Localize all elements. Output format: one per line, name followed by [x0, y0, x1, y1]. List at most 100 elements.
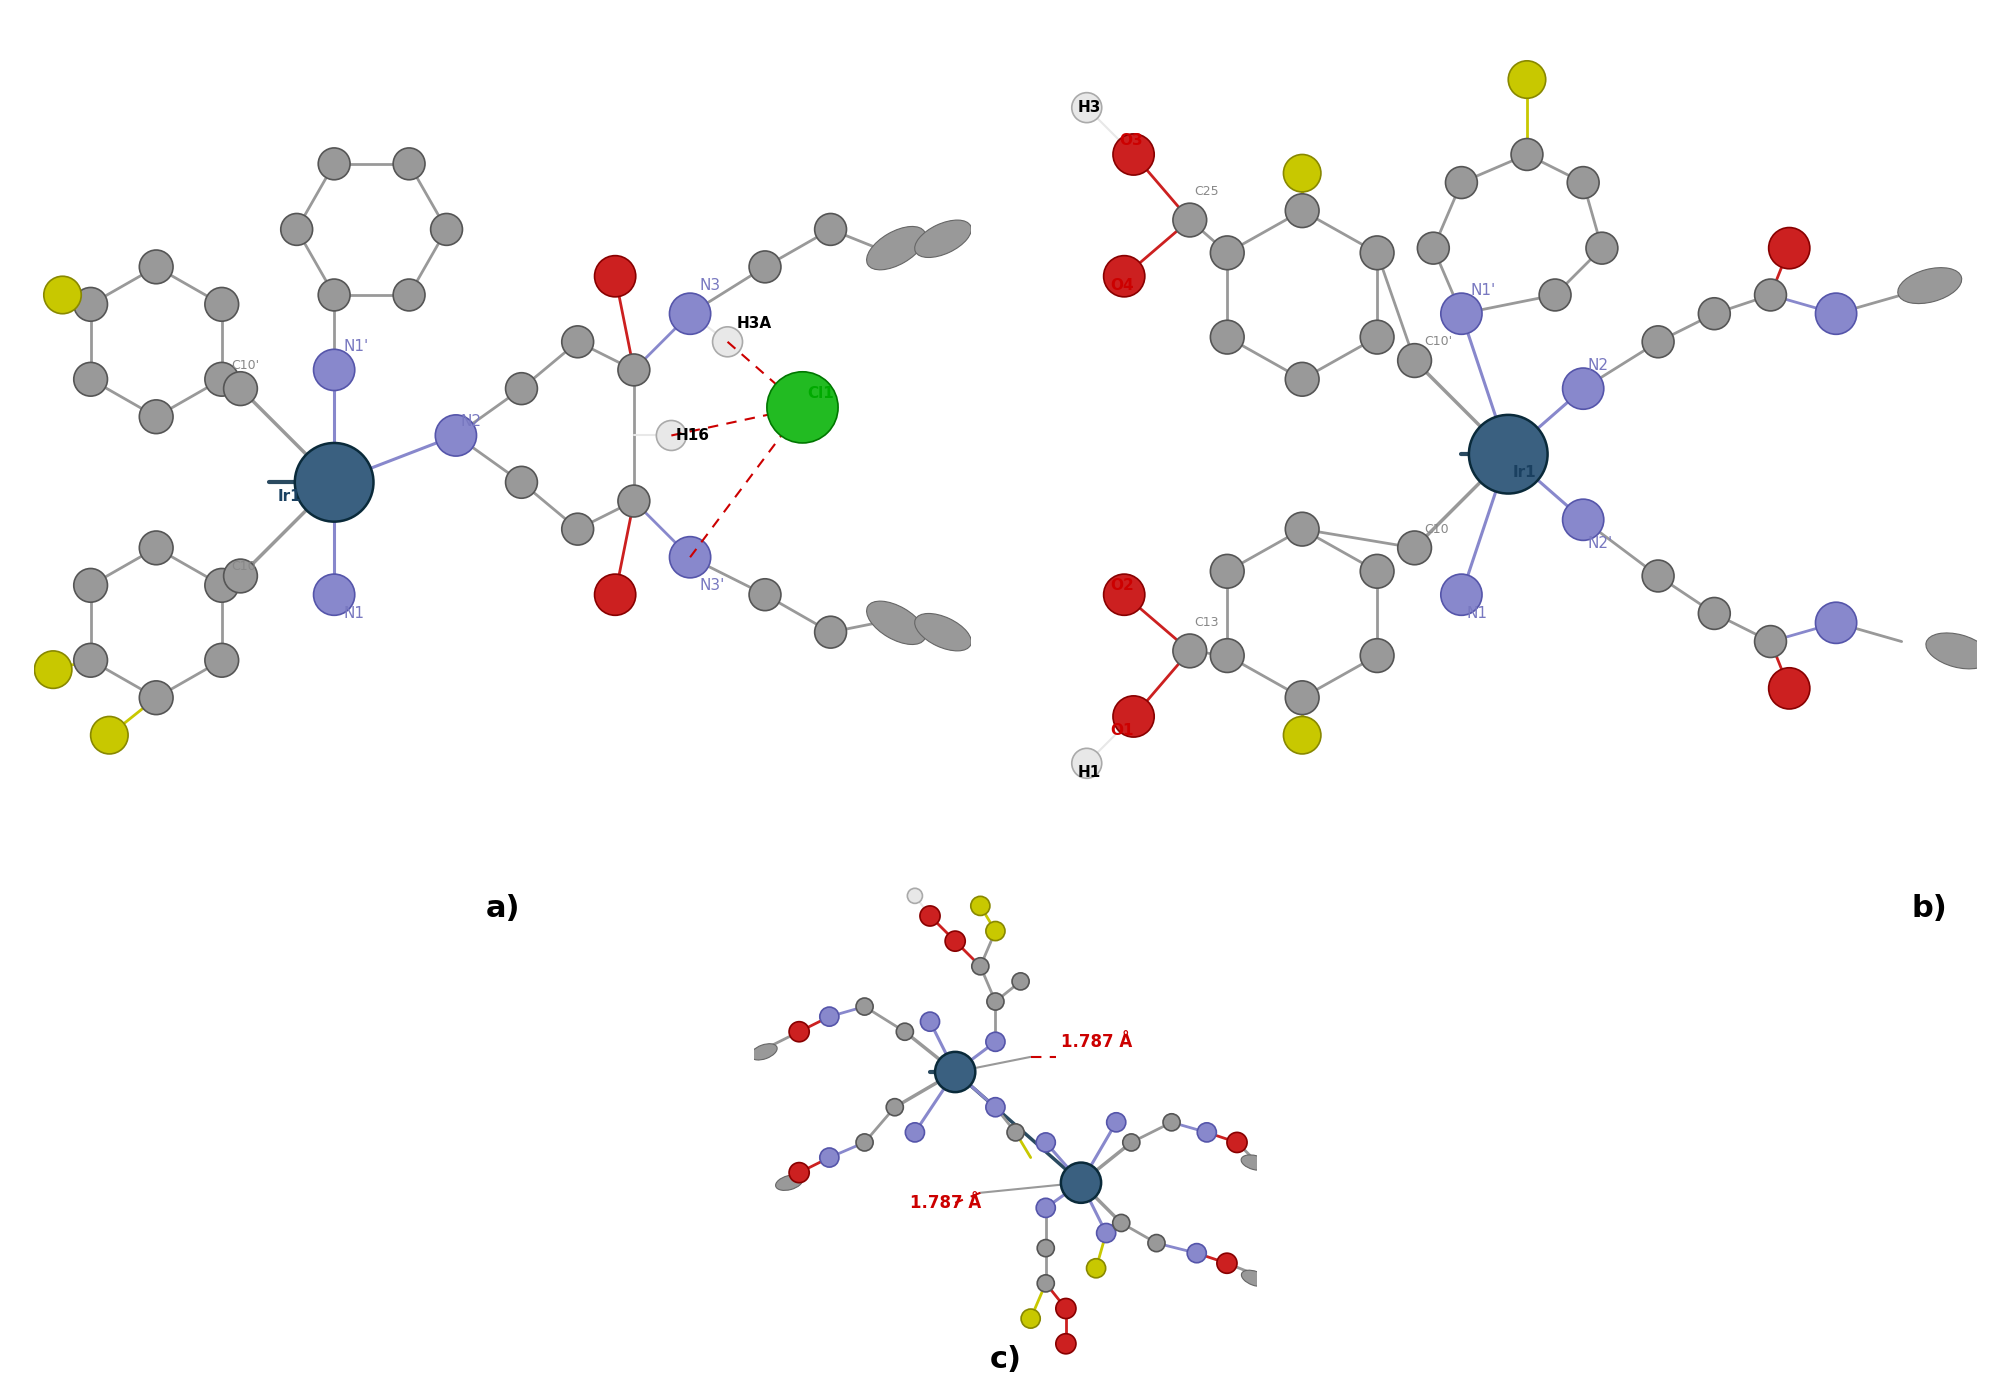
Text: C10': C10' [1424, 336, 1452, 348]
Ellipse shape [867, 601, 925, 644]
Circle shape [1283, 155, 1321, 192]
Text: N2': N2' [1589, 535, 1613, 551]
Circle shape [296, 443, 374, 521]
Text: N1: N1 [344, 605, 364, 621]
Circle shape [1162, 1114, 1180, 1131]
Circle shape [318, 148, 350, 180]
Circle shape [139, 681, 173, 714]
Text: H3: H3 [1078, 101, 1100, 115]
Text: H1: H1 [1078, 765, 1100, 780]
Circle shape [1446, 166, 1478, 199]
Ellipse shape [1241, 1271, 1267, 1286]
Circle shape [561, 513, 593, 545]
Circle shape [1285, 512, 1319, 547]
Circle shape [1211, 639, 1245, 672]
Circle shape [857, 998, 873, 1015]
Text: Ir1: Ir1 [278, 489, 302, 503]
Circle shape [1096, 1223, 1116, 1243]
Circle shape [139, 531, 173, 565]
Circle shape [1112, 134, 1154, 175]
Circle shape [1056, 1334, 1076, 1353]
Circle shape [282, 214, 312, 245]
Circle shape [820, 1148, 839, 1167]
Ellipse shape [1927, 633, 1989, 668]
Circle shape [1038, 1240, 1054, 1257]
Circle shape [987, 923, 1003, 939]
Circle shape [897, 1023, 913, 1040]
Circle shape [1217, 1253, 1237, 1274]
Circle shape [1754, 626, 1786, 657]
Circle shape [1440, 294, 1482, 334]
Circle shape [1768, 668, 1810, 709]
Circle shape [935, 1051, 975, 1092]
Circle shape [1186, 1244, 1207, 1262]
Circle shape [1056, 1299, 1076, 1318]
Text: N3': N3' [700, 577, 724, 593]
Circle shape [1285, 362, 1319, 396]
Circle shape [1699, 597, 1729, 629]
Circle shape [814, 617, 847, 649]
Circle shape [1510, 138, 1542, 171]
Circle shape [34, 651, 72, 688]
Circle shape [139, 250, 173, 284]
Text: O2: O2 [1110, 577, 1134, 593]
Circle shape [987, 993, 1003, 1011]
Circle shape [1359, 639, 1394, 672]
Circle shape [1008, 1124, 1024, 1141]
Circle shape [1086, 1258, 1106, 1278]
Circle shape [1398, 344, 1432, 377]
Circle shape [1036, 1132, 1056, 1152]
Circle shape [766, 372, 839, 443]
Circle shape [971, 896, 989, 916]
Circle shape [434, 415, 477, 456]
Circle shape [1072, 92, 1102, 123]
Circle shape [971, 958, 989, 974]
Circle shape [74, 643, 107, 677]
Circle shape [1754, 280, 1786, 310]
Circle shape [1197, 1123, 1217, 1142]
Circle shape [945, 931, 965, 951]
Circle shape [1820, 607, 1852, 639]
Circle shape [1112, 1215, 1130, 1232]
Text: O4: O4 [1110, 278, 1134, 294]
Circle shape [748, 252, 780, 282]
Circle shape [907, 888, 923, 903]
Text: C13: C13 [1195, 617, 1219, 629]
Text: N1': N1' [1470, 282, 1496, 298]
Circle shape [1468, 415, 1548, 493]
Circle shape [1567, 166, 1599, 199]
Circle shape [223, 559, 257, 593]
Circle shape [1587, 232, 1617, 264]
Circle shape [1768, 228, 1810, 268]
Circle shape [1211, 555, 1245, 589]
Circle shape [857, 1134, 873, 1151]
Circle shape [919, 906, 939, 925]
Circle shape [1643, 326, 1673, 358]
Text: O3: O3 [1120, 133, 1142, 148]
Text: b): b) [1912, 893, 1947, 923]
Circle shape [1563, 499, 1605, 541]
Circle shape [205, 362, 239, 396]
Circle shape [1283, 716, 1321, 754]
Circle shape [205, 643, 239, 677]
Circle shape [748, 579, 780, 611]
Circle shape [1359, 320, 1394, 354]
Circle shape [1148, 1234, 1164, 1251]
Circle shape [1112, 696, 1154, 737]
Circle shape [1012, 973, 1030, 990]
Circle shape [1038, 1275, 1054, 1292]
Ellipse shape [1241, 1155, 1269, 1170]
Circle shape [1122, 1134, 1140, 1151]
Text: 1.787 Å: 1.787 Å [1062, 1033, 1132, 1051]
Circle shape [1398, 531, 1432, 565]
Text: C25: C25 [1195, 186, 1219, 199]
Circle shape [670, 294, 710, 334]
Circle shape [505, 373, 537, 404]
Circle shape [314, 575, 354, 615]
Circle shape [1538, 280, 1571, 310]
Circle shape [1820, 298, 1852, 330]
Circle shape [1563, 368, 1605, 410]
Circle shape [985, 1032, 1006, 1051]
Text: Cl1: Cl1 [806, 386, 835, 401]
Text: 1.787 Å: 1.787 Å [909, 1194, 981, 1212]
